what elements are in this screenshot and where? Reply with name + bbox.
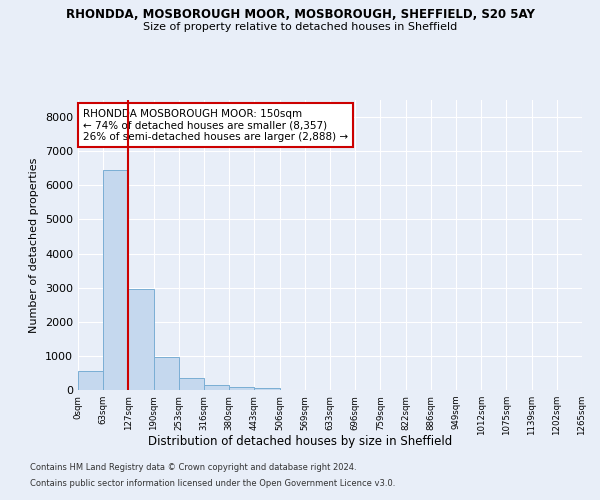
Text: RHONDDA MOSBOROUGH MOOR: 150sqm
← 74% of detached houses are smaller (8,357)
26%: RHONDDA MOSBOROUGH MOOR: 150sqm ← 74% of…	[83, 108, 348, 142]
Text: Contains HM Land Registry data © Crown copyright and database right 2024.: Contains HM Land Registry data © Crown c…	[30, 464, 356, 472]
Bar	[204, 384, 229, 390]
Bar	[103, 170, 128, 390]
Text: RHONDDA, MOSBOROUGH MOOR, MOSBOROUGH, SHEFFIELD, S20 5AY: RHONDDA, MOSBOROUGH MOOR, MOSBOROUGH, SH…	[65, 8, 535, 20]
Bar	[179, 378, 204, 390]
Bar	[128, 290, 154, 390]
Text: Distribution of detached houses by size in Sheffield: Distribution of detached houses by size …	[148, 435, 452, 448]
Text: Contains public sector information licensed under the Open Government Licence v3: Contains public sector information licen…	[30, 478, 395, 488]
Bar	[154, 357, 179, 390]
Bar	[229, 386, 254, 390]
Bar	[254, 388, 280, 390]
Y-axis label: Number of detached properties: Number of detached properties	[29, 158, 40, 332]
Bar	[78, 371, 103, 390]
Text: Size of property relative to detached houses in Sheffield: Size of property relative to detached ho…	[143, 22, 457, 32]
